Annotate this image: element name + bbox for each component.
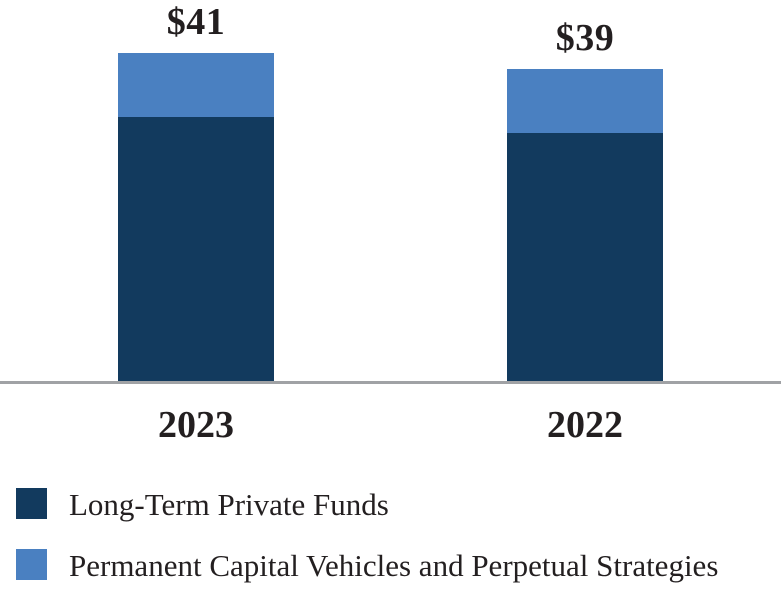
legend-swatch-permanent-capital-vehicles	[16, 549, 47, 580]
bar-segment-2023-long-term-private-funds	[118, 117, 274, 381]
legend-label-long-term-private-funds: Long-Term Private Funds	[69, 487, 389, 522]
legend: Long-Term Private Funds Permanent Capita…	[16, 487, 718, 581]
plot-area: $41 $39	[0, 1, 781, 384]
bar-2023	[118, 53, 274, 381]
bar-total-label-2022: $39	[555, 17, 615, 59]
bar-segment-2022-long-term-private-funds	[507, 133, 663, 381]
bar-segment-2022-permanent-capital-vehicles	[507, 69, 663, 133]
x-axis-tick-label-2023: 2023	[158, 404, 234, 446]
x-axis-tick-label-2022: 2022	[547, 404, 623, 446]
bar-2022	[507, 69, 663, 381]
x-axis-line	[0, 381, 781, 384]
legend-label-permanent-capital-vehicles: Permanent Capital Vehicles and Perpetual…	[69, 548, 719, 583]
legend-item-long-term-private-funds: Long-Term Private Funds	[16, 487, 718, 520]
bar-total-label-2023: $41	[166, 1, 226, 43]
legend-item-permanent-capital-vehicles: Permanent Capital Vehicles and Perpetual…	[16, 548, 718, 581]
legend-swatch-long-term-private-funds	[16, 488, 47, 519]
bar-segment-2023-permanent-capital-vehicles	[118, 53, 274, 117]
